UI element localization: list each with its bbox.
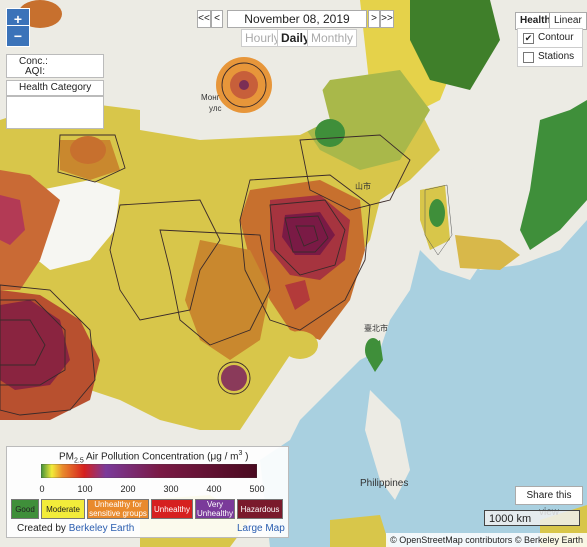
date-display: November 08, 2019 (UTC) [227,10,367,42]
place-label-ulc: улс [209,104,222,113]
prev-far-button[interactable]: << [197,10,211,28]
legend-tick-0: 0 [39,484,45,494]
zoom-out-button[interactable]: − [6,25,30,47]
legend-title-suffix: Air Pollution Concentration (μg / m [83,451,239,463]
berkeley-attribution[interactable]: © Berkeley Earth [514,535,583,545]
stations-checkbox[interactable] [523,52,534,63]
legend-tick-400: 400 [206,484,222,494]
category-unhealthy: Unhealthy [151,499,193,519]
conc-label: Conc.: [19,56,48,67]
stations-option[interactable]: Stations [517,47,583,67]
place-label-city: 山市 [355,182,371,191]
legend-title-sub: 2.5 [74,457,84,465]
next-far-button[interactable]: >> [380,10,394,28]
legend-tick-200: 200 [120,484,136,494]
legend: PM2.5 Air Pollution Concentration (μg / … [6,446,289,538]
legend-tick-300: 300 [163,484,179,494]
health-category-label: Health Category [19,82,92,93]
attribution: © OpenStreetMap contributors © Berkeley … [386,533,587,547]
category-moderate: Moderate [41,499,85,519]
scale-bar: 1000 km [484,510,580,526]
category-very-unhealthy: Very Unhealthy [195,499,235,519]
health-category-box: Health Category [6,80,104,96]
legend-tick-100: 100 [77,484,93,494]
concentration-box: Conc.: AQI: [6,54,104,78]
prev-button[interactable]: < [211,10,223,28]
osm-attribution[interactable]: © OpenStreetMap contributors [390,535,513,545]
period-hourly[interactable]: Hourly [241,29,284,47]
legend-title-sup: 3 [238,450,243,457]
period-monthly[interactable]: Monthly [307,29,358,47]
legend-title: PM2.5 Air Pollution Concentration (μg / … [59,450,249,464]
large-map-link[interactable]: Large Map [237,523,285,534]
contour-checkbox[interactable]: ✔ [523,33,534,44]
stations-label: Stations [538,51,575,62]
category-good: Good [11,499,39,519]
legend-title-prefix: PM [59,451,74,463]
legend-title-end: ) [245,451,249,463]
berkeley-earth-link[interactable]: Berkeley Earth [68,523,135,534]
contour-label: Contour [538,32,574,43]
next-button[interactable]: > [368,10,380,28]
credit-line: Created by Berkeley Earth [17,523,134,534]
place-label-philippines: Philippines [360,478,409,489]
legend-tick-500: 500 [249,484,265,494]
contour-option[interactable]: ✔ Contour [517,28,583,48]
period-daily[interactable]: Daily [277,29,314,47]
legend-color-bar [41,464,257,478]
category-hazardous: Hazardous [237,499,283,519]
share-view-button[interactable]: Share this view [515,486,583,518]
place-label-taipei: 臺北市 [364,324,388,333]
health-category-value-box [6,96,104,129]
place-label-mongolia: Монг [201,93,220,102]
category-unhealthy-sensitive: Unhealthy for sensitive groups [87,499,149,519]
created-by-label: Created by [17,523,66,534]
aqi-label: AQI: [25,66,46,77]
